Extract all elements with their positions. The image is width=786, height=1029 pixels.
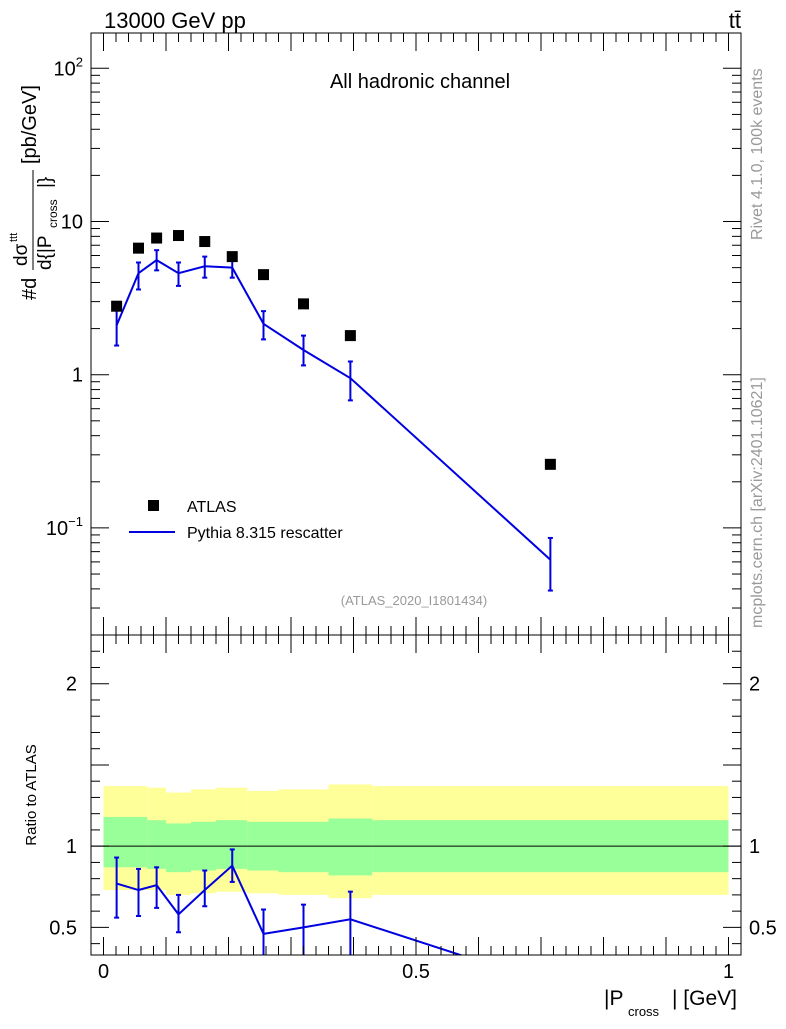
ratio-y-tick-label-left: 2 (66, 674, 77, 696)
y-tick-label: 102 (54, 54, 83, 80)
ratio-panel: 0.5 0.51 12 2 0 0.5 1 Ratio to ATLAS |P cross… (23, 634, 777, 1019)
bottom-axis-ticks (91, 635, 741, 955)
atlas-data-point (226, 251, 238, 263)
ylabel-denominator: d{|P (35, 235, 56, 270)
x-tick-label: 1 (723, 961, 734, 983)
collision-energy-label: 13000 GeV pp (104, 8, 246, 33)
ratio-y-tick-label-right: 0.5 (749, 917, 777, 939)
atlas-data-point (173, 230, 184, 242)
ratio-y-tick-label-right: 2 (749, 674, 760, 696)
pythia-line (115, 258, 552, 561)
ratio-y-tick-label-left: 1 (66, 836, 77, 858)
rivet-version-label: Rivet 4.1.0, 100k events (749, 68, 766, 240)
bottom-frame (90, 634, 742, 956)
x-tick-label: 0.5 (402, 961, 430, 983)
uncertainty-band-inner (278, 821, 329, 873)
atlas-data-point (258, 269, 269, 281)
y-tick-label: 10−1 (46, 514, 83, 540)
ylabel-denominator-tail: |} (35, 177, 56, 188)
atlas-data-point (151, 232, 163, 244)
xlabel-main: |P (604, 987, 623, 1010)
atlas-data-point (544, 458, 556, 470)
legend-atlas-label: ATLAS (187, 499, 237, 516)
y-tick-label: 10 (61, 212, 83, 234)
uncertainty-bands (103, 784, 729, 899)
ratio-y-tick-label-left: 0.5 (49, 917, 77, 939)
uncertainty-band-inner (147, 820, 166, 869)
atlas-data-series (111, 230, 556, 470)
mc-series-top (114, 249, 553, 592)
ylabel-denominator-sub: cross (46, 199, 60, 228)
atlas-data-point (199, 236, 211, 248)
atlas-data-point (133, 242, 144, 254)
bottom-y-tick-labels: 0.5 0.5 1 1 2 2 (49, 674, 777, 940)
atlas-data-point (344, 330, 356, 342)
ylabel-numerator-sup: ttt (8, 233, 20, 242)
process-label: tt̄ (729, 8, 741, 33)
mcplots-reference-label: mcplots.cern.ch [arXiv:2401.10621] (749, 377, 766, 628)
top-axis-ticks (91, 33, 741, 636)
x-tick-labels: 0 0.5 1 (98, 961, 734, 983)
ratio-y-tick-label-right: 1 (749, 836, 760, 858)
top-frame (90, 32, 742, 636)
uncertainty-band-inner (166, 823, 191, 873)
analysis-id-label: (ATLAS_2020_I1801434) (341, 593, 487, 608)
legend: ATLAS Pythia 8.315 rescatter (129, 499, 343, 542)
xlabel-tail: | [GeV] (672, 987, 737, 1010)
uncertainty-band-inner (328, 818, 373, 876)
ratio-line (116, 864, 464, 955)
xlabel-sub: cross (628, 1004, 660, 1019)
legend-pythia-label: Pythia 8.315 rescatter (187, 525, 343, 542)
ylabel-prefix: #d (19, 278, 41, 300)
uncertainty-band-inner (103, 816, 148, 868)
ratio-y-axis-label: Ratio to ATLAS (23, 744, 40, 845)
chart-title: All hadronic channel (330, 71, 510, 93)
mc-ratio-series (114, 848, 464, 955)
y-tick-label: 1 (72, 365, 83, 387)
ylabel-units: [pb/GeV] (19, 85, 41, 164)
atlas-data-point (298, 298, 309, 310)
top-y-tick-labels: 102 10 1 10−1 (46, 54, 83, 540)
x-tick-label: 0 (98, 961, 109, 983)
ylabel-numerator: dσ (11, 243, 32, 266)
x-axis-label: |P cross | [GeV] (604, 987, 737, 1019)
atlas-data-point (111, 300, 123, 312)
legend-atlas-marker (148, 500, 159, 511)
top-y-axis-label: #d dσ ttt d{|P cross |} [pb/GeV] (8, 85, 60, 300)
main-panel: All hadronic channel (ATLAS_2020_I180143… (8, 32, 742, 636)
